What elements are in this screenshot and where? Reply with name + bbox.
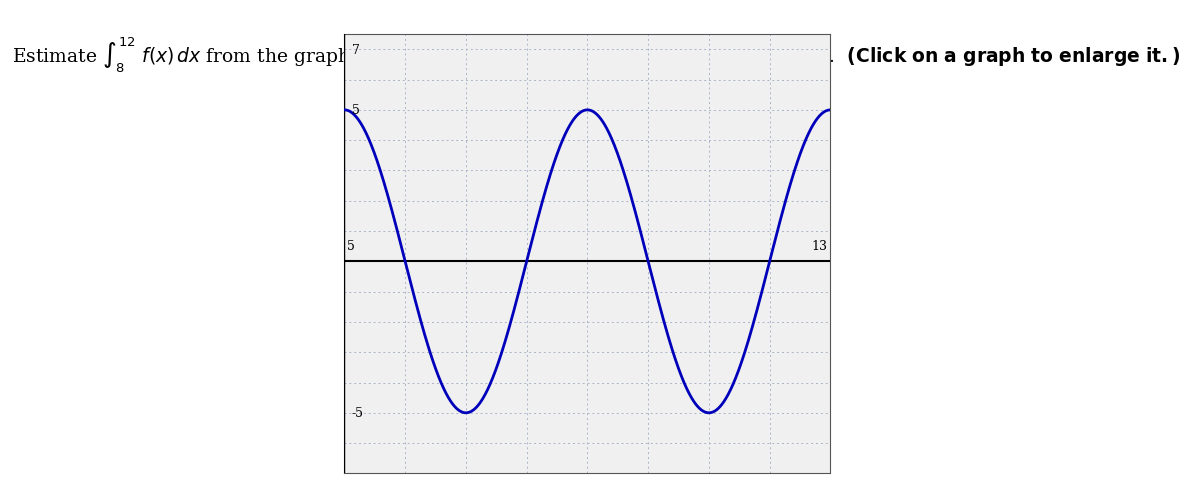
Text: Estimate $\int_8^{12}\ f(x)\,dx$ from the graph below using each of a left and r: Estimate $\int_8^{12}\ f(x)\,dx$ from th… [12,35,1181,75]
Text: 13: 13 [811,240,827,253]
Text: 7: 7 [352,44,360,57]
Text: -5: -5 [352,406,364,419]
Text: 5: 5 [348,240,355,253]
Text: 5: 5 [352,104,360,117]
